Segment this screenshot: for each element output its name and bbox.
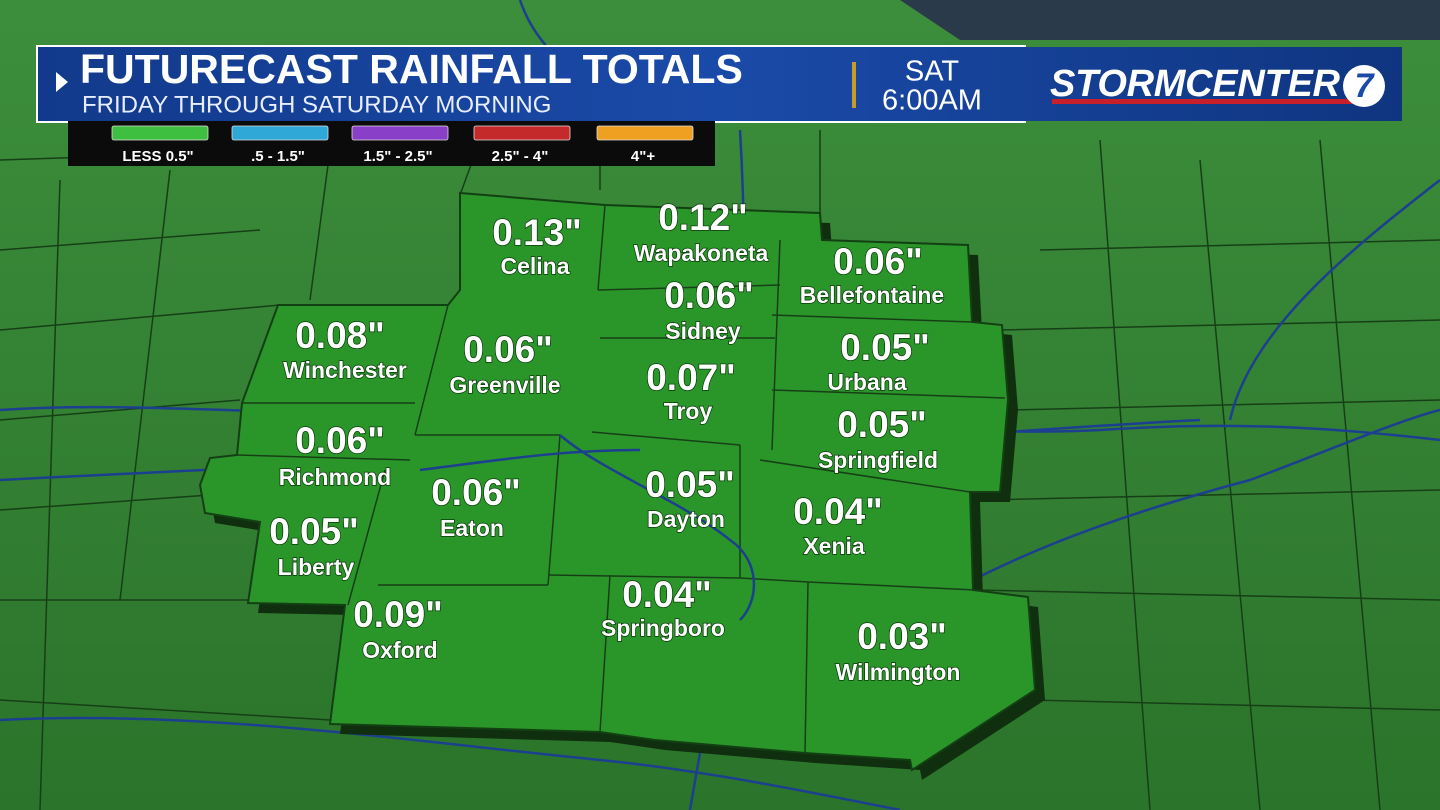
legend-label: .5 - 1.5" xyxy=(251,148,305,165)
logo-number: 7 xyxy=(1355,67,1376,105)
rainfall-amount: 0.03" xyxy=(857,616,947,657)
header-subtitle: FRIDAY THROUGH SATURDAY MORNING xyxy=(82,91,551,118)
legend-swatch xyxy=(473,125,571,141)
logo: STORMCENTER xyxy=(1050,63,1341,105)
location-name: Bellefontaine xyxy=(800,282,944,308)
rainfall-amount: 0.05" xyxy=(837,404,927,445)
header-title: FUTURECAST RAINFALL TOTALS xyxy=(80,46,743,92)
legend: LESS 0.5" .5 - 1.5" 1.5" - 2.5" 2.5" - 4" 4"… xyxy=(111,125,694,165)
header-arrow xyxy=(56,72,68,92)
location-name: Winchester xyxy=(283,357,407,383)
rainfall-amount: 0.05" xyxy=(269,511,359,552)
rainfall-amount: 0.06" xyxy=(833,241,923,282)
rainfall-amount: 0.09" xyxy=(353,594,443,635)
rainfall-amount: 0.05" xyxy=(645,464,735,505)
legend-label: 1.5" - 2.5" xyxy=(363,148,432,165)
location-name: Oxford xyxy=(362,637,437,663)
logo-underline xyxy=(1052,99,1352,104)
location-name: Urbana xyxy=(827,369,906,395)
legend-swatch xyxy=(596,125,694,141)
rainfall-amount: 0.08" xyxy=(295,315,385,356)
location-name: Richmond xyxy=(279,464,391,490)
rainfall-amount: 0.04" xyxy=(793,491,883,532)
header-divider xyxy=(852,62,856,108)
rainfall-amount: 0.07" xyxy=(646,357,736,398)
lake xyxy=(900,0,1440,40)
legend-label: 4"+ xyxy=(631,148,655,165)
rainfall-amount: 0.06" xyxy=(431,472,521,513)
header-day: SAT xyxy=(905,56,960,88)
location-name: Eaton xyxy=(440,515,504,541)
rainfall-amount: 0.13" xyxy=(492,212,582,253)
location-name: Wilmington xyxy=(836,659,961,685)
location-name: Celina xyxy=(500,253,569,279)
rainfall-amount: 0.06" xyxy=(295,420,385,461)
location-name: Greenville xyxy=(449,372,560,398)
logo-badge xyxy=(1343,65,1385,107)
rainfall-amount: 0.12" xyxy=(658,197,748,238)
rainfall-amount: 0.04" xyxy=(622,574,712,615)
header-time: 6:00AM xyxy=(882,85,982,117)
location-name: Sidney xyxy=(665,318,741,344)
legend-swatch xyxy=(231,125,329,141)
rainfall-amount: 0.06" xyxy=(463,329,553,370)
legend-label: LESS 0.5" xyxy=(122,148,193,165)
location-name: Springboro xyxy=(601,615,725,641)
header-bar xyxy=(38,47,1402,121)
location-name: Troy xyxy=(664,398,713,424)
location-name: Xenia xyxy=(803,533,865,559)
location-name: Dayton xyxy=(647,506,725,532)
legend-swatch xyxy=(351,125,449,141)
rainfall-amount: 0.05" xyxy=(840,327,930,368)
rainfall-amount: 0.06" xyxy=(664,275,754,316)
location-name: Springfield xyxy=(818,447,938,473)
location-name: Liberty xyxy=(278,554,355,580)
legend-swatch xyxy=(111,125,209,141)
location-name: Wapakoneta xyxy=(634,240,769,266)
legend-label: 2.5" - 4" xyxy=(492,148,549,165)
